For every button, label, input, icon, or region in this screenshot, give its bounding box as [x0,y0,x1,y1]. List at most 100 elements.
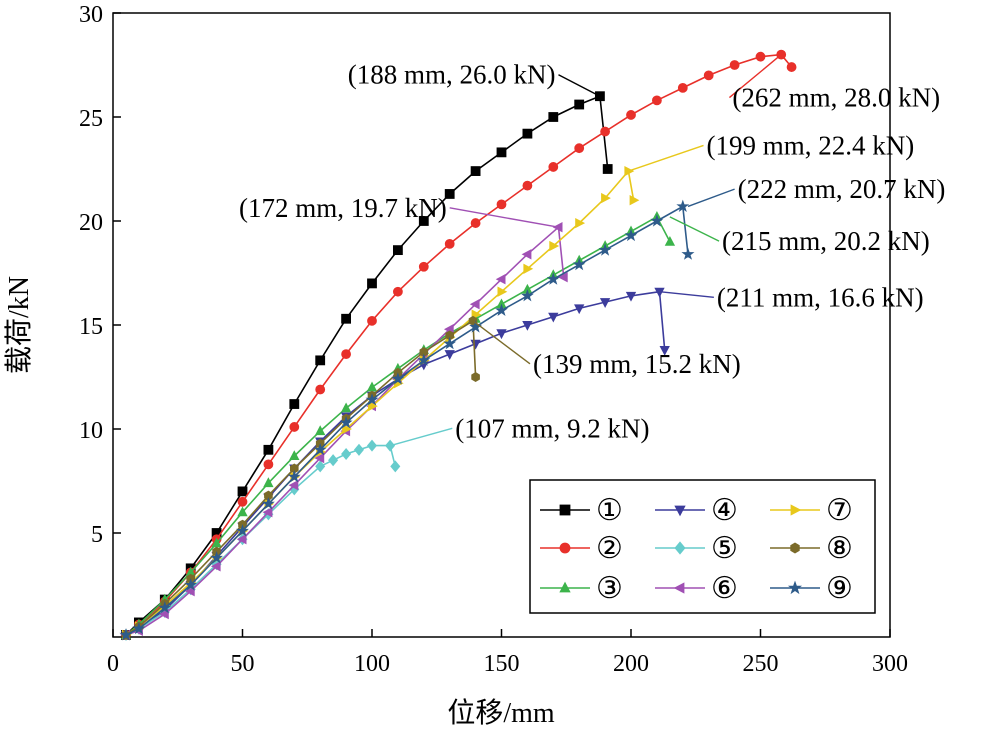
data-point [261,497,275,510]
data-point [315,384,326,395]
data-point [184,578,198,591]
x-tick-label: 100 [354,651,390,677]
data-point [572,257,586,271]
x-tick-label: 200 [613,651,649,677]
data-point [625,291,637,302]
data-point [470,166,481,176]
data-point [520,289,534,302]
data-point [119,628,133,641]
data-point [624,228,638,242]
data-point [548,312,559,323]
legend-item: ⑨ [770,572,853,605]
legend-marker [790,542,800,554]
data-point [366,381,378,392]
data-point [548,112,559,122]
data-point [391,372,405,385]
data-point [315,460,326,473]
data-point [263,477,274,488]
legend-label: ③ [596,572,623,605]
data-point [495,274,506,285]
annotation-leader [687,188,735,208]
data-point [546,272,560,285]
data-point [287,469,301,483]
data-point [390,460,401,473]
x-tick-label: 50 [231,651,255,677]
legend-label: ⑨ [826,572,853,605]
data-point [237,496,248,507]
data-point [574,99,585,110]
data-point [444,238,455,249]
data-point [601,192,611,204]
data-point [392,286,403,297]
data-point [289,399,300,409]
y-tick-label: 20 [79,210,103,236]
legend-marker [559,504,571,516]
data-point [522,128,533,139]
data-point [729,60,740,70]
data-point [341,447,352,461]
data-point [159,608,169,620]
legend-marker [559,542,571,554]
y-tick-label: 10 [79,418,103,444]
annotation-label: (199 mm, 22.4 kN) [707,130,915,160]
data-point [659,345,670,356]
data-point [289,422,300,432]
legend-label: ⑦ [826,494,853,527]
data-point [262,507,273,518]
data-point [521,249,532,260]
data-point [341,349,352,360]
data-point [575,217,586,229]
legend-marker [673,582,685,594]
legend-item: ⑥ [655,572,738,605]
annotation-leader [389,427,453,447]
data-point [523,263,534,274]
annotation-label: (107 mm, 9.2 kN) [455,413,649,443]
data-point [353,443,365,456]
legend-label: ⑧ [826,532,853,565]
data-point [600,126,610,137]
data-point [263,459,274,470]
data-point [342,423,352,435]
data-point [263,444,274,455]
annotation-leader [669,216,720,242]
data-point [470,218,481,228]
annotation-label: (139 mm, 15.2 kN) [533,349,741,379]
legend-label: ① [596,494,623,527]
legend-marker [790,504,802,516]
axis-ticks: 0 50 100 150 200 250 300 5 10 15 20 25 30 [79,2,908,677]
annotation-leader [472,320,531,365]
y-tick-label: 30 [79,2,103,28]
data-point [444,350,455,360]
data-point [703,70,714,81]
data-point [681,247,695,260]
legend-label: ⑥ [711,572,738,605]
y-tick-label: 25 [79,106,103,132]
data-point [469,299,480,310]
data-point [314,452,325,464]
data-point [574,143,585,154]
data-point [664,236,676,246]
legend-marker [559,581,571,593]
data-point [315,355,326,366]
data-point [676,199,690,212]
legend-item: ② [540,532,623,565]
data-point [341,313,352,324]
data-point [339,415,353,429]
data-point [650,214,664,227]
y-axis-title: 载荷/kN [3,276,35,374]
annotation-label: (222 mm, 20.7 kN) [738,174,946,204]
data-point [599,298,611,308]
data-point [626,110,636,120]
data-point [496,147,507,158]
data-point [392,245,403,256]
legend-box [529,479,876,614]
x-axis-title: 位移/mm [447,697,555,729]
data-point [443,336,457,350]
series-line [125,205,689,636]
data-point [652,95,662,106]
data-point [158,601,172,614]
data-point [548,162,559,172]
annotation-leader [449,207,559,228]
x-tick-label: 150 [484,651,520,677]
